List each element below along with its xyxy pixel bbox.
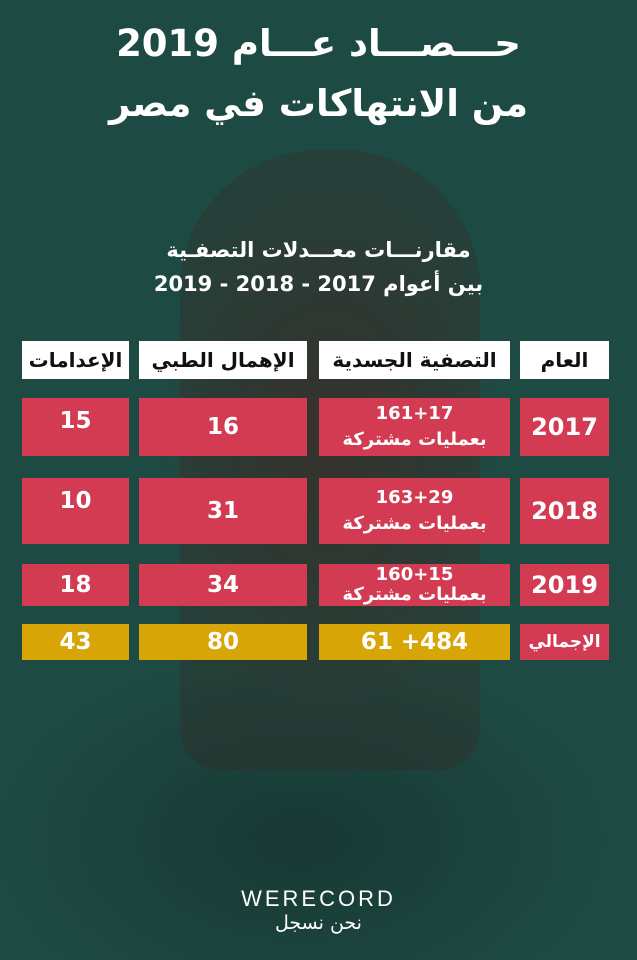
cell-physical-2019: 160+15 بعمليات مشتركة (319, 564, 510, 606)
physical-main-2019: 160+15 (375, 564, 454, 585)
cell-physical-2017: 161+17 بعمليات مشتركة (319, 398, 510, 456)
cell-year-2018: 2018 (520, 478, 609, 544)
background-figure (180, 150, 480, 770)
cell-medical-2019: 34 (139, 564, 307, 606)
cell-medical-total: 80 (139, 624, 307, 660)
subtitle-line2: بين أعوام 2017 - 2018 - 2019 (153, 272, 484, 296)
main-title-line1: حـــصـــاد عـــام 2019 (116, 22, 521, 65)
physical-note-2017: بعمليات مشتركة (342, 429, 487, 450)
physical-main-2018: 163+29 (375, 487, 454, 508)
werecord-logo: WERECORD (241, 886, 396, 911)
cell-year-2019: 2019 (520, 564, 609, 606)
cell-executions-2019: 18 (22, 564, 129, 606)
header-year: العام (520, 341, 609, 379)
subtitle-line1: مقارنـــات معـــدلات التصفـية (166, 238, 471, 262)
physical-main-2017: 161+17 (375, 403, 454, 424)
main-title-line2: من الانتهاكات في مصر (108, 82, 529, 125)
cell-physical-2018: 163+29 بعمليات مشتركة (319, 478, 510, 544)
physical-note-2019: بعمليات مشتركة (342, 584, 487, 605)
logo-tagline: نحن نسجل (275, 912, 362, 934)
cell-executions-2017: 15 (22, 398, 129, 456)
cell-year-2017: 2017 (520, 398, 609, 456)
cell-executions-2018: 10 (22, 478, 129, 544)
cell-physical-total: 484+ 61 (319, 624, 510, 660)
header-executions: الإعدامات (22, 341, 129, 379)
physical-note-2018: بعمليات مشتركة (342, 513, 487, 534)
header-medical-negligence: الإهمال الطبي (139, 341, 307, 379)
cell-executions-total: 43 (22, 624, 129, 660)
cell-medical-2017: 16 (139, 398, 307, 456)
header-physical-liquidation: التصفية الجسدية (319, 341, 510, 379)
cell-total-label: الإجمالي (520, 624, 609, 660)
cell-medical-2018: 31 (139, 478, 307, 544)
